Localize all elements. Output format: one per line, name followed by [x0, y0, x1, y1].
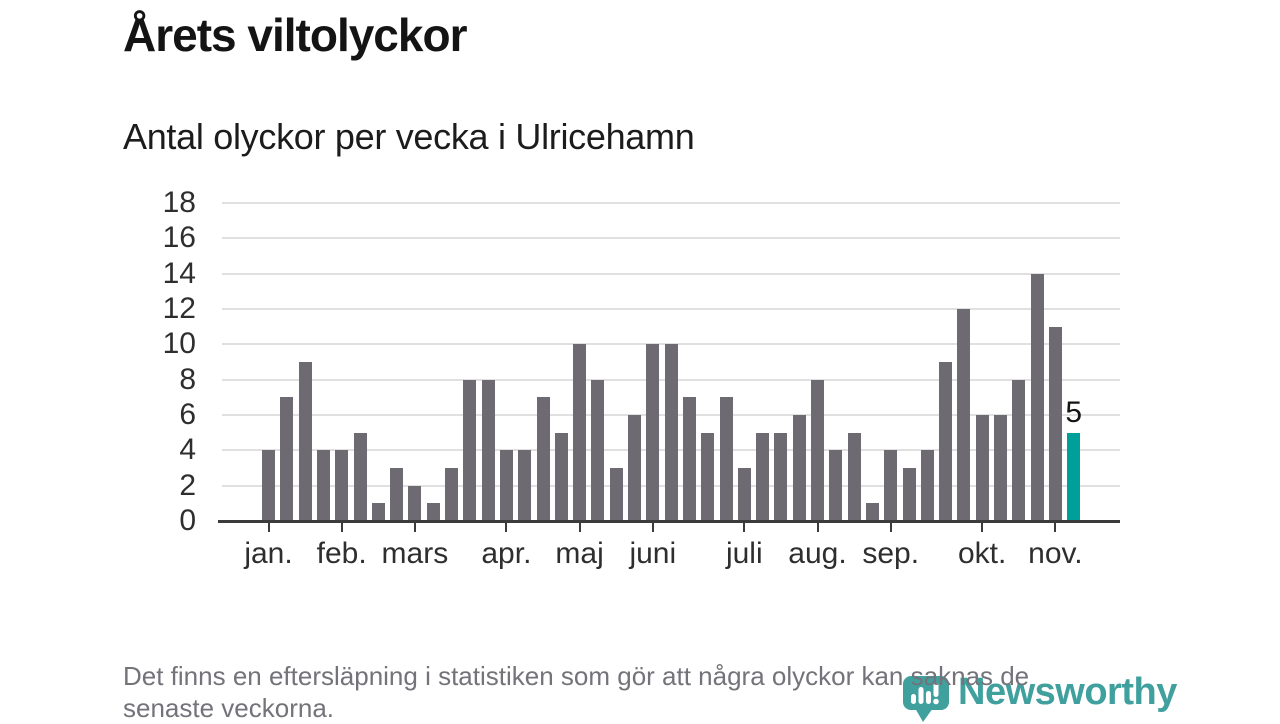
bar-week-2 [280, 397, 294, 521]
bar-week-28 [756, 432, 770, 521]
bar-week-10 [426, 503, 440, 521]
footnote-line-1: Det finns en eftersläpning i statistiken… [123, 661, 1030, 691]
footnote: Det finns en eftersläpning i statistiken… [123, 660, 1029, 724]
x-axis-tick-nov [1054, 523, 1057, 532]
bar-week-23 [664, 344, 678, 521]
x-axis-tick-aug [816, 523, 819, 532]
bar-week-37 [920, 450, 934, 521]
bar-week-32 [829, 450, 843, 521]
bar-week-27 [737, 468, 751, 521]
newsworthy-logo-text: Newsworthy [958, 671, 1177, 713]
bar-week-30 [792, 415, 806, 521]
bar-week-21 [628, 415, 641, 521]
gridline-12 [222, 308, 1120, 310]
footnote-line-2: senaste veckorna. [123, 693, 335, 723]
x-axis-label-mars: mars [381, 537, 449, 570]
chart-subtitle: Antal olyckor per vecka i Ulricehamn [123, 116, 695, 157]
bar-week-8 [390, 468, 404, 521]
y-axis-label-12: 12 [162, 292, 196, 325]
bar-week-40 [975, 415, 989, 521]
bar-week-43 [1030, 273, 1044, 521]
y-axis-label-16: 16 [162, 221, 196, 255]
bar-week-9 [408, 485, 422, 521]
x-axis-label-jan: jan. [244, 537, 293, 570]
bar-week-42 [1012, 379, 1026, 521]
x-axis-line [218, 520, 1120, 523]
x-axis-tick-mars [413, 523, 416, 532]
bar-week-26 [719, 397, 733, 521]
bar-week-38 [939, 362, 953, 521]
y-axis-label-10: 10 [162, 327, 196, 361]
x-axis-tick-jan [267, 523, 270, 532]
bar-week-7 [371, 503, 385, 521]
bar-week-11 [445, 468, 458, 521]
bar-week-25 [701, 432, 715, 521]
bar-week-34 [865, 503, 879, 521]
bar-week-16 [536, 397, 550, 521]
bar-week-13 [481, 379, 495, 521]
y-axis-label-18: 18 [162, 186, 196, 219]
bar-week-20 [609, 468, 623, 521]
bar-week-1 [262, 450, 275, 521]
bar-week-6 [353, 432, 367, 521]
x-axis-label-apr: apr. [481, 537, 532, 570]
y-axis-label-0: 0 [179, 504, 196, 537]
x-axis-tick-sep [889, 523, 892, 532]
bar-week-24 [682, 397, 696, 521]
newsworthy-logo-icon [903, 676, 949, 722]
x-axis-tick-juni [651, 523, 654, 532]
bar-week-22 [646, 344, 660, 521]
bar-week-3 [298, 362, 312, 521]
x-axis-label-juli: juli [725, 537, 763, 570]
bar-week-39 [957, 309, 971, 521]
bar-week-33 [847, 432, 861, 521]
bar-week-14 [499, 450, 513, 521]
bar-week-41 [994, 415, 1007, 521]
bar-week-18 [573, 344, 587, 521]
gridline-18 [222, 202, 1120, 204]
x-axis-label-sep: sep. [862, 537, 920, 570]
y-axis-label-6: 6 [179, 398, 196, 431]
y-axis-label-8: 8 [179, 362, 196, 396]
gridline-14 [222, 272, 1120, 275]
bar-week-17 [554, 432, 568, 521]
y-axis-label-14: 14 [162, 256, 196, 290]
gridline-16 [222, 237, 1120, 240]
bar-week-4 [316, 450, 330, 521]
bar-week-44 [1048, 326, 1062, 521]
bar-week-12 [463, 379, 477, 521]
y-axis-label-4: 4 [179, 433, 196, 467]
x-axis-label-maj: maj [555, 537, 604, 570]
x-axis-tick-feb [340, 523, 343, 532]
bar-week-15 [518, 450, 532, 521]
bar-week-5 [335, 450, 349, 521]
x-axis-tick-maj [578, 523, 581, 532]
x-axis-label-juni: juni [629, 537, 677, 570]
x-axis-tick-apr [505, 523, 508, 532]
bar-week-36 [902, 468, 916, 521]
bar-week-19 [591, 379, 605, 521]
page-title: Årets viltolyckor [123, 9, 467, 61]
x-axis-tick-okt [981, 523, 984, 532]
bar-week-current [1067, 432, 1081, 521]
bar-week-29 [774, 432, 788, 521]
bar-week-31 [811, 379, 824, 521]
x-axis-label-nov: nov. [1028, 537, 1083, 570]
highlight-value-label: 5 [1065, 395, 1083, 429]
x-axis-label-aug: aug. [788, 537, 847, 570]
x-axis-tick-juli [743, 523, 746, 532]
x-axis-label-okt: okt. [958, 537, 1007, 570]
y-axis-label-2: 2 [179, 468, 196, 502]
bar-week-35 [884, 450, 898, 521]
x-axis-label-feb: feb. [316, 537, 367, 570]
